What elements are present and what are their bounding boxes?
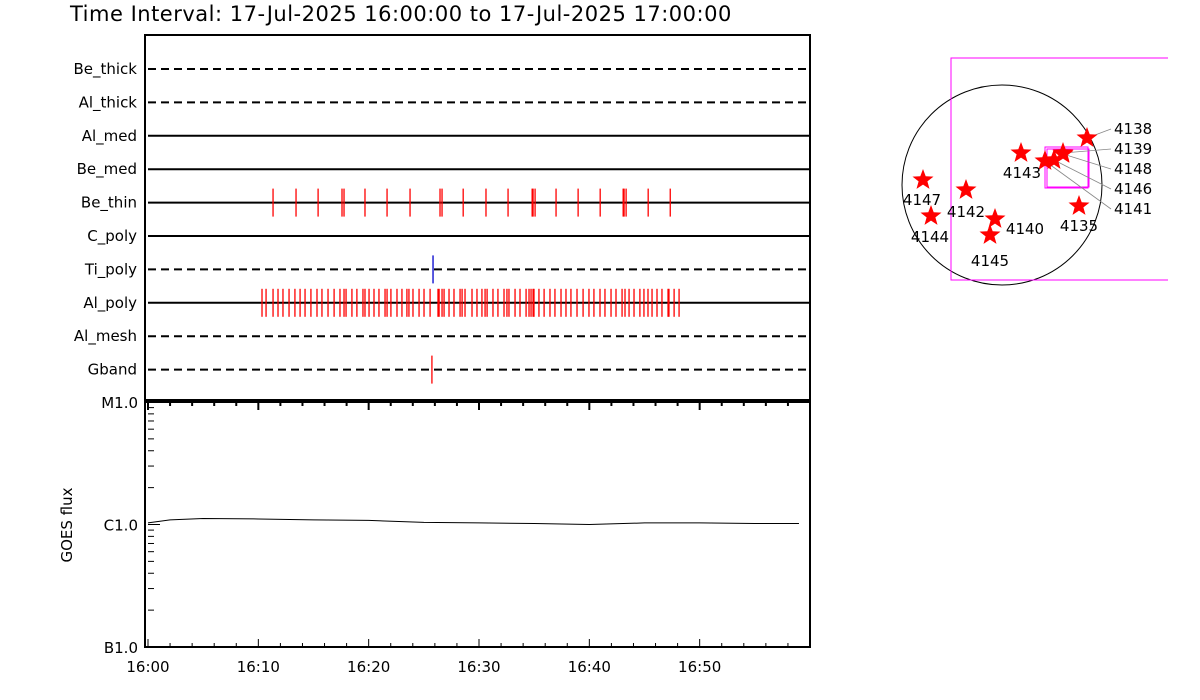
region-label: 4145: [971, 252, 1009, 270]
region-label: 4146: [1114, 180, 1152, 198]
region-label: 4138: [1114, 120, 1152, 138]
region-label: 4139: [1114, 140, 1152, 158]
x-tick-label: 16:30: [457, 658, 500, 676]
x-tick-label: 16:40: [568, 658, 611, 676]
fov-box-small: [1046, 148, 1090, 188]
region-label: 4148: [1114, 160, 1152, 178]
x-tick-label: 16:00: [126, 658, 169, 676]
fov-box-large: [950, 57, 1168, 281]
region-star: [984, 208, 1006, 228]
label-leader-line: [1044, 160, 1112, 210]
lane-label: Al_poly: [83, 294, 137, 313]
region-star: [955, 179, 977, 199]
lane-label: Be_thin: [81, 194, 137, 213]
x-tick-label: 16:10: [237, 658, 280, 676]
goes-line: [147, 517, 799, 526]
region-label: 4140: [1006, 220, 1044, 238]
lane-label: Be_med: [77, 160, 137, 179]
lane-label: Al_mesh: [74, 327, 137, 346]
y-tick-label: C1.0: [104, 517, 138, 535]
region-star: [1052, 142, 1074, 162]
region-star: [1010, 142, 1032, 162]
region-star: [979, 224, 1001, 244]
label-leader-line: [1062, 153, 1112, 170]
y-tick-label: M1.0: [101, 394, 138, 412]
y-axis-label: GOES flux: [58, 487, 76, 562]
region-star: [1068, 195, 1090, 215]
region-label: 4147: [903, 191, 941, 209]
fov-box-small: [1044, 146, 1089, 189]
lane-label: Al_thick: [79, 93, 138, 112]
region-star: [920, 205, 942, 225]
timeline-frame: [144, 34, 811, 403]
lane-label: Be_thick: [73, 60, 137, 79]
region-label: 4144: [911, 228, 949, 246]
region-label: 4143: [1003, 164, 1041, 182]
y-tick-label: B1.0: [104, 639, 138, 657]
label-leader-line: [1053, 159, 1112, 190]
chart-title: Time Interval: 17-Jul-2025 16:00:00 to 1…: [70, 2, 732, 26]
lane-label: Gband: [88, 361, 137, 379]
region-star: [1043, 149, 1065, 169]
x-tick-label: 16:50: [678, 658, 721, 676]
lane-label: Ti_poly: [84, 260, 137, 279]
region-star: [912, 169, 934, 189]
lane-label: Al_med: [82, 127, 137, 146]
region-label: 4142: [947, 203, 985, 221]
goes-frame: [144, 399, 811, 648]
region-label: 4135: [1060, 217, 1098, 235]
region-star: [1034, 150, 1056, 170]
x-tick-label: 16:20: [347, 658, 390, 676]
region-label: 4141: [1114, 200, 1152, 218]
lane-label: C_poly: [87, 227, 137, 246]
region-star: [1076, 127, 1098, 147]
solar-disk: [901, 84, 1103, 286]
